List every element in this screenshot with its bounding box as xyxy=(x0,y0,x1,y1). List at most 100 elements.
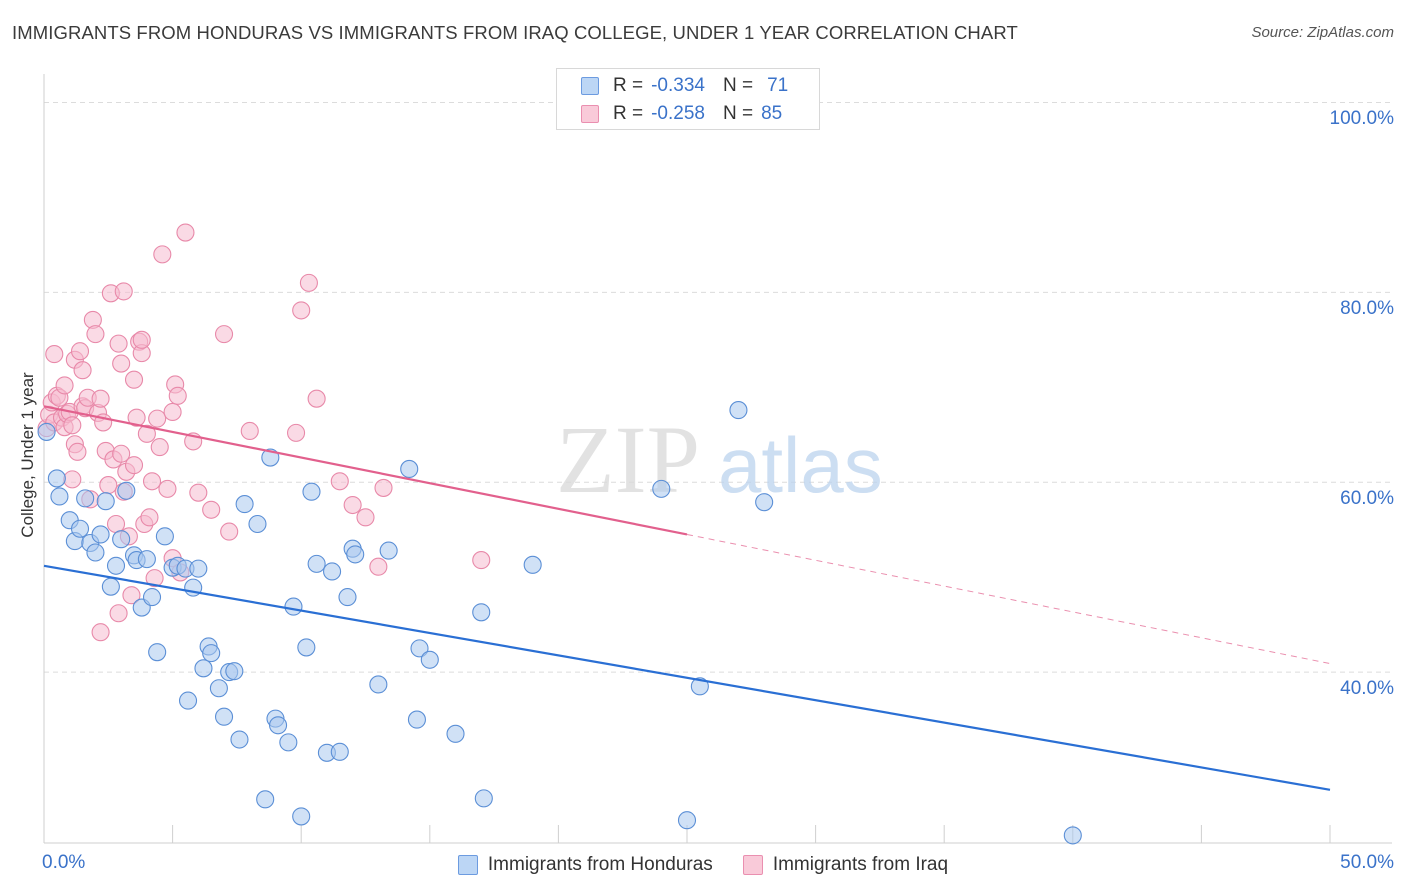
legend-row-honduras: R = -0.334 N = 71 xyxy=(581,73,788,99)
honduras-point xyxy=(50,487,69,506)
iraq-point xyxy=(112,444,131,463)
honduras-point xyxy=(297,638,316,657)
iraq-point xyxy=(374,478,393,497)
honduras-point xyxy=(1063,826,1082,845)
iraq-point xyxy=(240,421,259,441)
iraq-point xyxy=(124,370,144,389)
iraq-trend-extension xyxy=(686,533,1331,665)
honduras-points xyxy=(37,401,1082,845)
honduras-point xyxy=(117,481,136,500)
y-tick-label: 60.0% xyxy=(1340,488,1394,510)
watermark-atlas: atlas xyxy=(718,421,883,509)
honduras-trend-line xyxy=(43,564,1331,791)
iraq-point xyxy=(63,416,82,435)
honduras-swatch xyxy=(581,77,599,95)
honduras-point xyxy=(690,677,709,696)
x-tick-label: 0.0% xyxy=(42,852,86,873)
honduras-point xyxy=(410,639,429,658)
r-label: R = xyxy=(613,103,644,124)
iraq-trend-line xyxy=(43,405,688,536)
source-label: Source: ZipAtlas.com xyxy=(1251,24,1394,41)
honduras-point xyxy=(235,495,254,514)
honduras-point xyxy=(202,644,221,663)
honduras-point xyxy=(91,525,110,544)
iraq-point xyxy=(45,345,64,364)
iraq-point xyxy=(356,508,375,527)
n-value: 71 xyxy=(767,75,789,96)
iraq-point xyxy=(472,551,491,570)
legend-label-honduras: Immigrants from Honduras xyxy=(487,854,713,875)
iraq-point xyxy=(99,476,118,495)
iraq-point xyxy=(287,423,306,442)
iraq-point xyxy=(299,273,318,292)
honduras-point xyxy=(76,489,95,508)
r-value: -0.258 xyxy=(651,103,705,124)
legend-item-iraq[interactable]: Immigrants from Iraq xyxy=(742,854,948,876)
iraq-point xyxy=(140,508,159,527)
iraq-point xyxy=(307,389,326,408)
honduras-point xyxy=(47,469,66,488)
iraq-point xyxy=(112,354,131,373)
honduras-point xyxy=(407,710,426,729)
honduras-point xyxy=(369,675,388,694)
honduras-point xyxy=(70,519,90,538)
honduras-point xyxy=(652,479,671,498)
iraq-point xyxy=(168,386,187,405)
honduras-point xyxy=(248,514,267,534)
iraq-point xyxy=(127,408,146,427)
honduras-point xyxy=(101,577,120,596)
y-axis-label: College, Under 1 year xyxy=(18,372,37,538)
iraq-point xyxy=(145,569,164,588)
legend-item-honduras[interactable]: Immigrants from Honduras xyxy=(457,854,713,876)
n-label: N = xyxy=(722,103,754,124)
honduras-point xyxy=(148,643,167,662)
honduras-point xyxy=(37,422,56,441)
watermark: ZIP atlas xyxy=(556,406,883,513)
honduras-point xyxy=(142,588,162,607)
honduras-point xyxy=(279,733,298,752)
iraq-point xyxy=(202,500,221,519)
iraq-point xyxy=(220,522,239,541)
r-label: R = xyxy=(613,75,644,96)
honduras-point xyxy=(472,603,491,622)
honduras-legend-swatch xyxy=(457,855,478,875)
honduras-point xyxy=(729,401,748,420)
r-value: -0.334 xyxy=(651,75,705,96)
iraq-point xyxy=(124,456,144,475)
honduras-point xyxy=(106,556,126,575)
honduras-point xyxy=(323,562,342,581)
honduras-point xyxy=(302,482,321,501)
honduras-point xyxy=(137,550,156,569)
iraq-point xyxy=(55,376,74,395)
y-tick-label: 80.0% xyxy=(1340,298,1394,320)
iraq-point xyxy=(137,424,156,443)
iraq-point xyxy=(114,282,133,301)
honduras-point xyxy=(379,541,398,560)
iraq-point xyxy=(142,472,162,491)
correlation-legend: R = -0.334 N = 71 R = -0.258 N = 85 xyxy=(556,68,820,130)
iraq-point xyxy=(292,301,311,320)
honduras-point xyxy=(755,493,774,512)
honduras-point xyxy=(269,716,288,735)
chart-title: IMMIGRANTS FROM HONDURAS VS IMMIGRANTS F… xyxy=(12,22,1018,43)
honduras-point xyxy=(346,545,365,564)
iraq-point xyxy=(68,442,87,461)
honduras-point xyxy=(96,492,115,511)
iraq-point xyxy=(91,389,110,408)
honduras-point xyxy=(284,597,303,616)
iraq-point xyxy=(109,604,128,623)
honduras-point xyxy=(338,588,357,607)
iraq-swatch xyxy=(581,105,599,123)
trend-layer xyxy=(43,405,1331,791)
honduras-point xyxy=(677,811,697,830)
honduras-point xyxy=(230,730,249,749)
series-legend: Immigrants from Honduras Immigrants from… xyxy=(0,848,1406,882)
iraq-point xyxy=(148,409,167,428)
iraq-point xyxy=(330,472,349,491)
iraq-legend-swatch xyxy=(742,855,763,875)
watermark-zip: ZIP xyxy=(556,406,700,513)
iraq-point xyxy=(70,342,90,361)
grid-layer xyxy=(44,101,1392,673)
honduras-point xyxy=(446,724,465,743)
